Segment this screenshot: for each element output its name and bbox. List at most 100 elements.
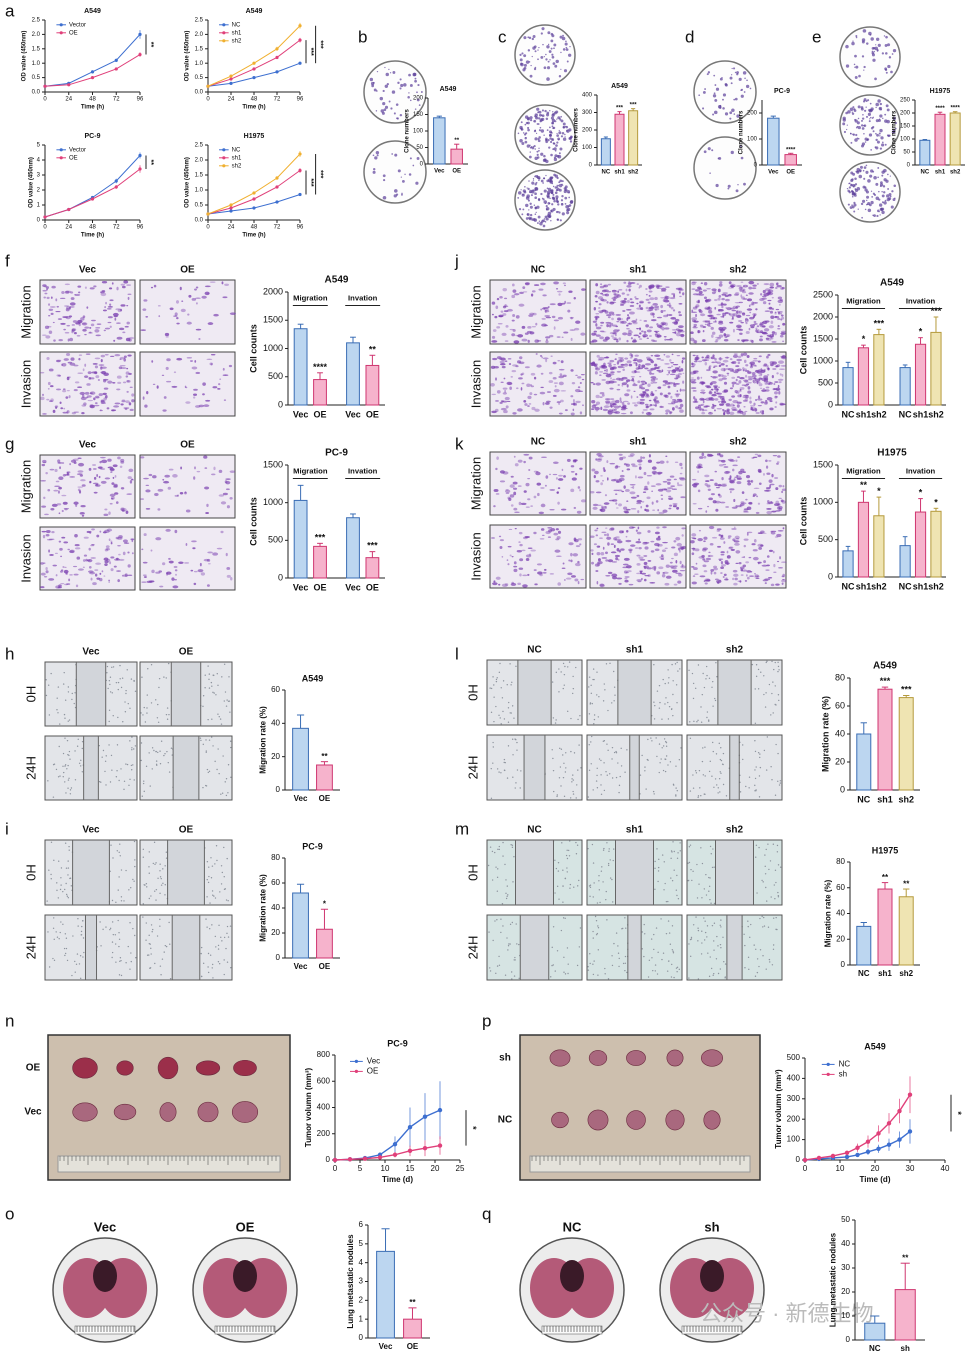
stained-cell (520, 387, 523, 391)
stained-cell (545, 316, 551, 319)
stained-cell (615, 493, 618, 495)
stained-cell (632, 321, 638, 325)
cell-speck (695, 772, 698, 774)
colony (871, 50, 874, 53)
cell-speck (764, 865, 766, 868)
cell-speck (511, 921, 514, 924)
stained-cell (546, 400, 551, 403)
stained-cell (615, 325, 619, 328)
stained-cell (225, 478, 231, 481)
stained-cell (555, 288, 559, 290)
colony (850, 132, 852, 135)
stained-cell (691, 377, 695, 379)
cell-speck (499, 662, 501, 665)
cell-speck (656, 690, 659, 692)
stained-cell (229, 496, 233, 500)
cell-speck (566, 867, 568, 869)
cell-speck (760, 671, 762, 673)
colony (523, 63, 527, 67)
stained-cell (577, 486, 581, 489)
stained-cell (651, 490, 653, 493)
stained-cell (77, 285, 82, 288)
stained-cell (594, 371, 598, 375)
stained-cell (693, 339, 696, 341)
cell-speck (119, 843, 121, 845)
colony (879, 214, 881, 216)
stained-cell (769, 310, 774, 314)
colony (391, 153, 394, 155)
cell-speck (80, 930, 83, 933)
cell-speck (765, 661, 767, 664)
cell-speck (577, 769, 579, 771)
colony (525, 132, 528, 135)
stained-cell (41, 530, 47, 533)
micrograph (39, 351, 136, 417)
stained-cell (602, 467, 606, 470)
stained-cell (772, 550, 775, 554)
stained-cell (673, 400, 679, 404)
stained-cell (145, 489, 151, 493)
stained-cell (644, 367, 649, 370)
colony (712, 94, 717, 98)
colony (527, 36, 530, 39)
stained-cell (777, 455, 781, 458)
cell-speck (603, 683, 605, 685)
stained-cell (570, 465, 575, 468)
colony (872, 58, 876, 62)
stained-cell (668, 497, 673, 500)
stained-cell (643, 487, 649, 491)
cell-speck (511, 846, 514, 849)
stained-cell (701, 359, 708, 362)
stained-cell (756, 370, 762, 374)
colony (870, 116, 872, 119)
colony (393, 112, 396, 115)
stained-cell (626, 468, 631, 471)
stained-cell (121, 285, 126, 289)
column-label: sh2 (729, 265, 747, 276)
stained-cell (616, 320, 620, 323)
stained-cell (735, 365, 740, 368)
stained-cell (607, 283, 611, 286)
cell-speck (693, 720, 695, 723)
cell-speck (145, 922, 147, 924)
stained-cell (656, 369, 661, 372)
stained-cell (724, 470, 730, 475)
stained-cell (751, 339, 754, 344)
cell-speck (68, 750, 71, 753)
cell-speck (692, 774, 694, 776)
stained-cell (55, 406, 58, 409)
colony (389, 72, 392, 74)
stained-cell (666, 460, 669, 464)
stained-cell (593, 543, 597, 546)
cell-speck (105, 784, 107, 786)
colony (857, 105, 861, 109)
stained-cell (616, 370, 621, 373)
cell-speck (212, 894, 214, 896)
stained-cell (62, 389, 67, 393)
cell-speck (140, 712, 142, 714)
stained-cell (681, 360, 684, 364)
stained-cell (131, 552, 134, 555)
colony (526, 213, 530, 217)
stained-cell (645, 324, 649, 328)
stained-cell (724, 578, 729, 581)
stained-cell (89, 326, 92, 329)
cell-speck (220, 865, 223, 867)
colony (519, 58, 523, 62)
cell-speck (148, 943, 151, 945)
colony (888, 56, 892, 59)
stained-cell (555, 538, 560, 541)
stained-cell (126, 367, 129, 370)
cell-speck (604, 689, 606, 691)
colony (538, 149, 540, 152)
stained-cell (605, 321, 612, 324)
colony (554, 191, 558, 195)
stained-cell (704, 482, 708, 486)
stained-cell (113, 339, 116, 342)
colony (861, 55, 865, 58)
cell-speck (515, 665, 517, 668)
stained-cell (740, 574, 744, 576)
cell-speck (202, 962, 205, 965)
cell-speck (568, 855, 571, 857)
stained-cell (100, 480, 107, 484)
